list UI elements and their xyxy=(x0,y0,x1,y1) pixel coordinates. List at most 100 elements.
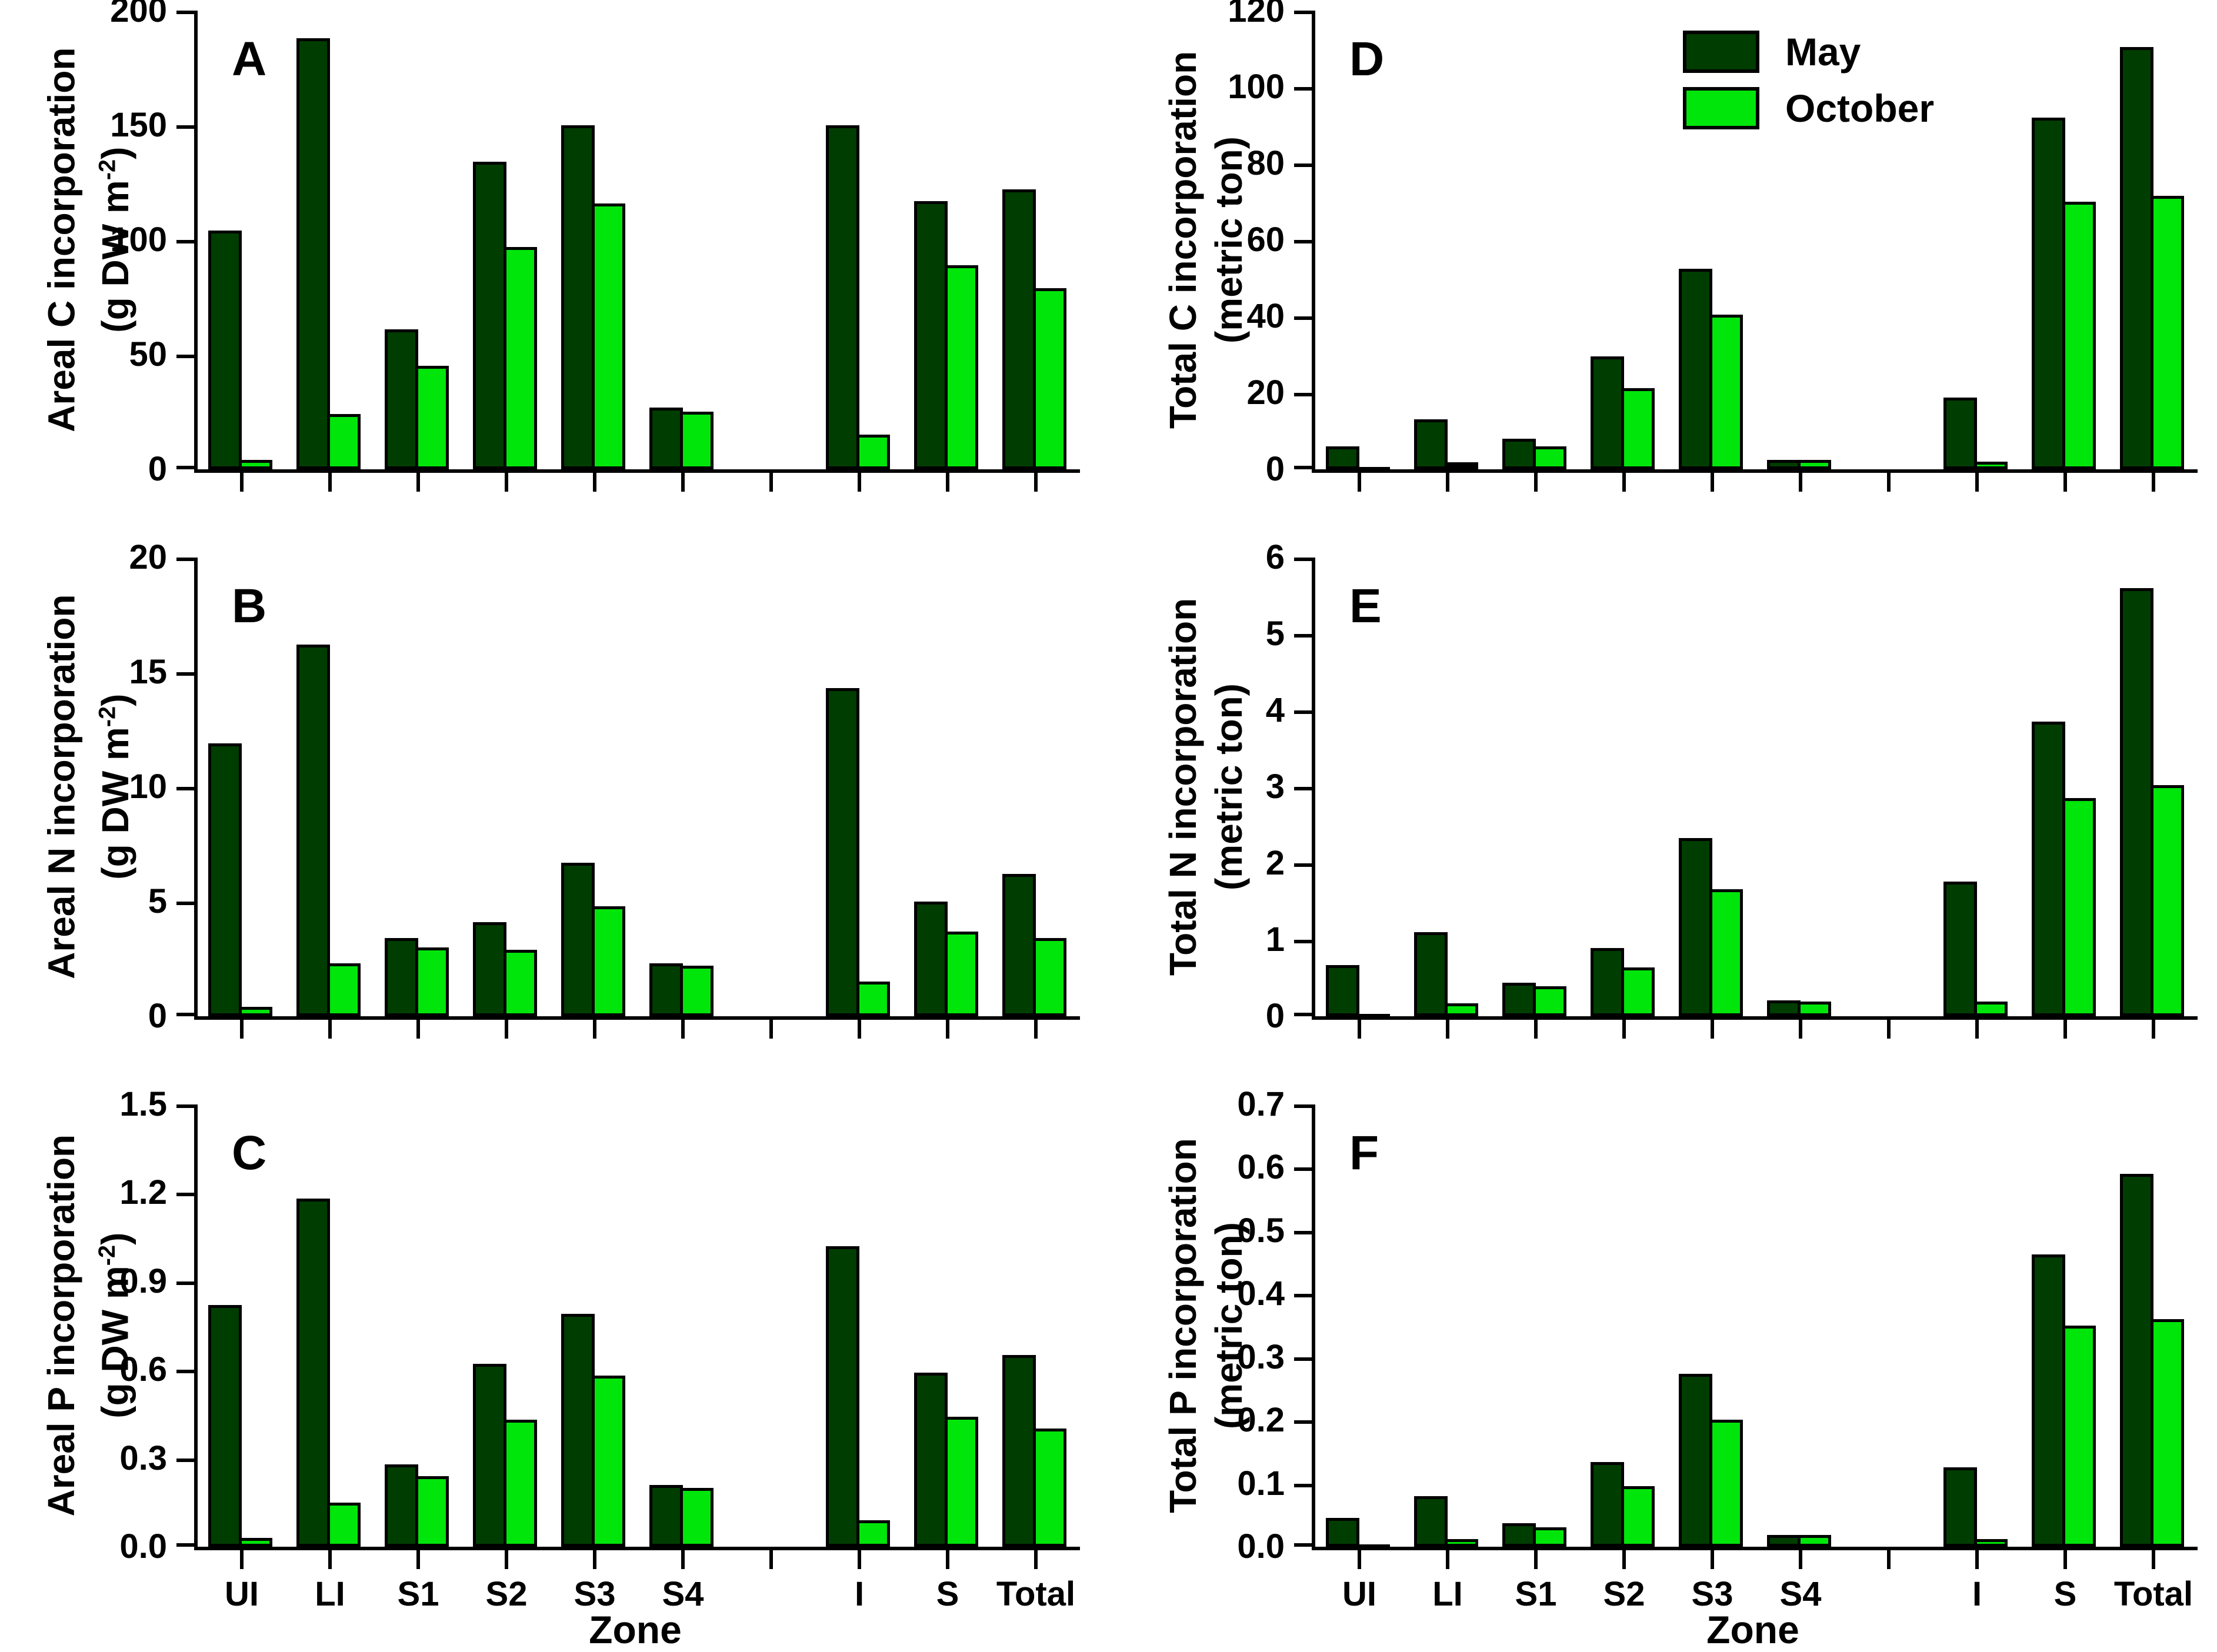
panel-letter-a: A xyxy=(232,32,267,86)
bar-d-total-october xyxy=(2151,196,2184,469)
x-tick-c-S3 xyxy=(593,1550,596,1569)
y-tick-label-e-5: 5 xyxy=(1265,615,1285,653)
y-tick-d-40 xyxy=(1294,316,1312,320)
legend-swatch-october xyxy=(1683,87,1759,129)
y-tick-label-f-0.6: 0.6 xyxy=(1237,1148,1285,1186)
y-tick-label-e-4: 4 xyxy=(1265,691,1285,729)
y-axis-title-f: Total P incorporation (metric ton) xyxy=(1118,1104,1294,1547)
bar-c-s3-may xyxy=(561,1314,595,1547)
y-axis-unit-post: ) xyxy=(1208,683,1250,696)
x-tick-e-S xyxy=(2063,1020,2067,1039)
panel-letter-f: F xyxy=(1349,1126,1379,1180)
bar-d-ui-october xyxy=(1356,467,1390,469)
x-tick-f-Total xyxy=(2152,1550,2155,1569)
x-tick-a-S4 xyxy=(681,473,685,492)
y-tick-label-f-0.0: 0.0 xyxy=(1237,1527,1285,1566)
y-tick-d-120 xyxy=(1294,11,1312,14)
y-axis-title-d: Total C incorporation (metric ton) xyxy=(1118,11,1294,469)
y-axis-unit-exponent: -2 xyxy=(94,706,121,727)
bar-e-s1-may xyxy=(1502,983,1536,1016)
bar-c-li-october xyxy=(327,1503,361,1547)
x-tick-b-S2 xyxy=(505,1020,508,1039)
x-tick-f-gap xyxy=(1887,1550,1891,1569)
panel-letter-c: C xyxy=(232,1126,267,1180)
y-axis-title-c: Areal P incorporation (g DW m-2) xyxy=(0,1104,176,1547)
y-tick-c-0.6 xyxy=(176,1370,194,1373)
bar-e-total-may xyxy=(2120,588,2153,1016)
bar-a-s-october xyxy=(945,265,978,469)
bar-e-s2-october xyxy=(1621,967,1655,1016)
y-axis-title-line1-e: Total N incorporation xyxy=(1162,598,1204,976)
y-tick-f-0.4 xyxy=(1294,1294,1312,1297)
y-tick-label-d-0: 0 xyxy=(1265,450,1285,488)
bar-a-s4-october xyxy=(680,412,714,469)
bar-d-ui-may xyxy=(1326,446,1359,469)
x-tick-b-LI xyxy=(328,1020,332,1039)
bar-b-s-may xyxy=(914,902,948,1016)
chart-panel-f: F 0.7 0.6 0.5 0.4 0.3 0.2 0.1 0.0 UI LI S1 S2 S3 S4 I S T… xyxy=(1162,1085,2198,1613)
y-tick-label-a-50: 50 xyxy=(129,335,167,373)
y-tick-label-d-20: 20 xyxy=(1246,373,1285,412)
x-tick-f-UI xyxy=(1358,1550,1361,1569)
x-tick-b-S3 xyxy=(593,1020,596,1039)
bar-f-s4-may xyxy=(1767,1535,1801,1547)
x-tick-d-Total xyxy=(2152,473,2155,492)
bar-b-ui-october xyxy=(239,1007,272,1016)
x-tick-a-gap xyxy=(769,473,773,492)
chart-panel-a: A 200 150 100 50 0 Areal C incorporation (g DW … xyxy=(40,0,1080,492)
y-tick-a-150 xyxy=(176,125,194,129)
x-tick-e-S1 xyxy=(1534,1020,1538,1039)
bar-c-ui-october xyxy=(239,1538,272,1547)
bar-c-s2-may xyxy=(473,1364,506,1547)
x-tick-a-I xyxy=(858,473,861,492)
y-tick-c-1.5 xyxy=(176,1104,194,1108)
bar-d-s2-may xyxy=(1591,356,1624,469)
y-axis-title-line1-c: Areal P incorporation xyxy=(40,1134,83,1517)
x-tick-d-S4 xyxy=(1799,473,1802,492)
y-tick-label-a-100: 100 xyxy=(110,221,167,259)
x-tick-c-LI xyxy=(328,1550,332,1569)
bar-c-s4-may xyxy=(649,1485,683,1547)
bar-c-i-may xyxy=(826,1246,859,1547)
y-tick-e-3 xyxy=(1294,787,1312,790)
y-tick-f-0.2 xyxy=(1294,1420,1312,1424)
bar-d-li-may xyxy=(1414,419,1448,469)
x-tick-e-S2 xyxy=(1622,1020,1626,1039)
x-tick-d-UI xyxy=(1358,473,1361,492)
bar-e-s3-may xyxy=(1679,838,1712,1016)
x-tick-e-Total xyxy=(2152,1020,2155,1039)
y-axis-title-line2-b: (g DW m-2) xyxy=(84,595,138,979)
bar-b-s2-october xyxy=(504,950,537,1016)
bar-e-li-october xyxy=(1445,1003,1478,1016)
y-tick-label-e-6: 6 xyxy=(1265,538,1285,576)
y-tick-e-2 xyxy=(1294,863,1312,867)
x-tick-f-S3 xyxy=(1711,1550,1714,1569)
bar-e-s-october xyxy=(2062,798,2096,1016)
bar-d-s4-may xyxy=(1767,460,1801,469)
y-tick-a-0 xyxy=(176,466,194,469)
x-tick-b-S1 xyxy=(416,1020,420,1039)
bar-f-s3-october xyxy=(1709,1420,1743,1547)
bar-c-ui-may xyxy=(208,1305,242,1547)
x-tick-b-Total xyxy=(1034,1020,1038,1039)
bar-a-li-october xyxy=(327,414,361,469)
x-tick-c-I xyxy=(858,1550,861,1569)
bar-a-total-may xyxy=(1002,189,1036,469)
legend-swatch-may xyxy=(1683,31,1759,73)
y-tick-c-0.3 xyxy=(176,1459,194,1462)
y-axis-unit-pre: (g DW m xyxy=(94,1266,136,1419)
x-tick-a-S1 xyxy=(416,473,420,492)
x-tick-f-LI xyxy=(1446,1550,1449,1569)
y-tick-label-b-10: 10 xyxy=(129,767,167,806)
bar-a-total-october xyxy=(1033,288,1066,469)
x-tick-label-total: Total xyxy=(2113,1575,2193,1613)
y-tick-label-c-0.0: 0.0 xyxy=(119,1527,167,1566)
x-tick-label-ui: UI xyxy=(225,1575,259,1613)
y-tick-label-c-0.6: 0.6 xyxy=(119,1350,167,1389)
bar-f-i-october xyxy=(1974,1539,2008,1547)
y-tick-label-b-0: 0 xyxy=(148,997,167,1035)
y-axis-title-line2-d: (metric ton) xyxy=(1206,51,1252,429)
legend-item-may: May xyxy=(1683,31,1934,73)
y-tick-c-1.2 xyxy=(176,1193,194,1196)
legend-label-may: May xyxy=(1785,30,1861,74)
